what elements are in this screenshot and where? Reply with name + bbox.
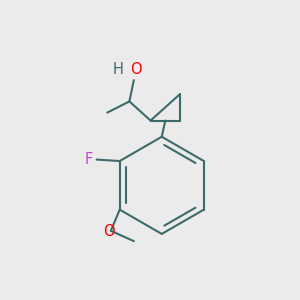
- Text: F: F: [84, 152, 93, 167]
- Text: O: O: [103, 224, 115, 239]
- Text: H: H: [112, 61, 123, 76]
- Text: O: O: [130, 61, 142, 76]
